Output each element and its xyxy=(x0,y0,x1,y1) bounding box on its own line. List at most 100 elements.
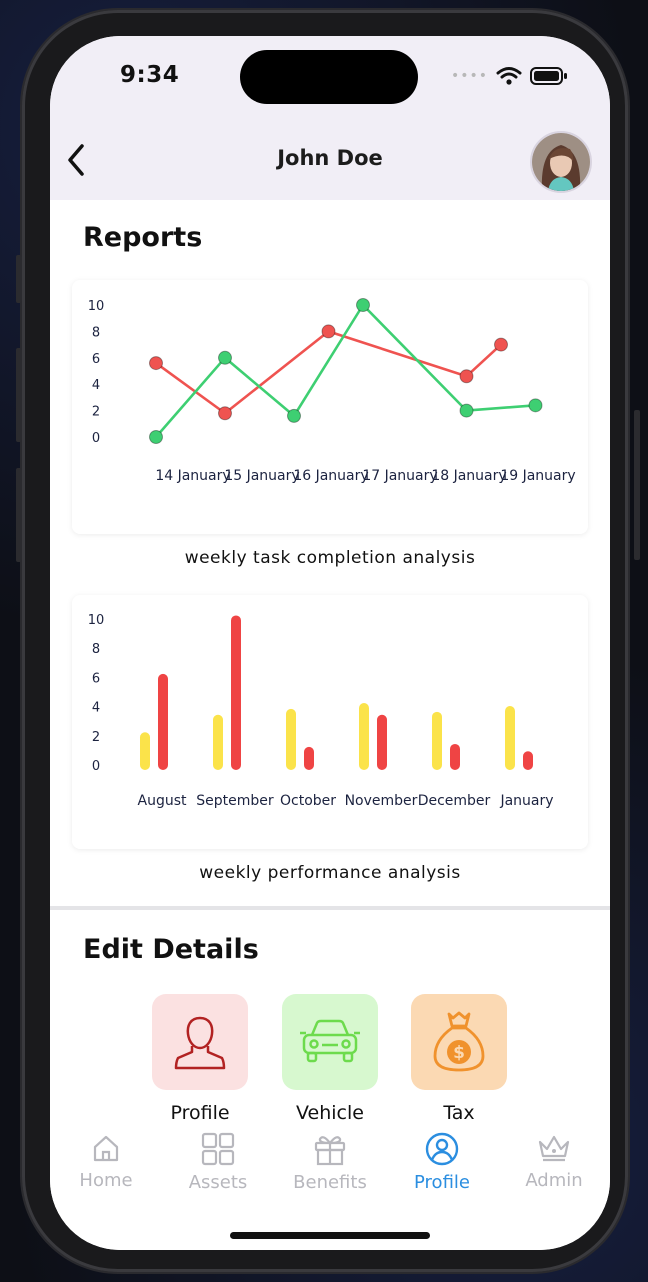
tile-tax-label: Tax xyxy=(443,1102,475,1124)
dynamic-island xyxy=(240,50,418,104)
data-point xyxy=(321,324,336,339)
data-point xyxy=(218,350,232,365)
side-button xyxy=(16,255,22,303)
car-icon xyxy=(300,1019,360,1063)
bar-chart: 0 2 4 6 8 10 August September October November Dec… xyxy=(88,613,554,809)
tile-vehicle-box[interactable] xyxy=(282,994,378,1090)
data-point xyxy=(149,356,163,371)
bar xyxy=(286,708,296,770)
data-point xyxy=(356,298,370,312)
status-time: 9:34 xyxy=(120,62,180,88)
bar xyxy=(359,703,369,770)
bar xyxy=(304,746,314,770)
y-tick-label: 0 xyxy=(92,759,100,774)
tab-profile[interactable]: Profile xyxy=(386,1132,498,1193)
x-tick-label: 14 January xyxy=(155,468,230,484)
tab-home[interactable]: Home xyxy=(50,1132,162,1191)
data-point xyxy=(287,408,301,423)
tile-profile-label: Profile xyxy=(170,1102,230,1124)
y-tick-label: 8 xyxy=(92,325,100,340)
tile-profile[interactable]: Profile xyxy=(152,994,248,1124)
bar xyxy=(140,732,150,770)
tile-tax[interactable]: $ Tax xyxy=(411,994,507,1124)
app-screen: 9:34 •••• John Doe xyxy=(50,36,610,1250)
tile-profile-box[interactable] xyxy=(152,994,248,1090)
page-title: John Doe xyxy=(277,146,383,170)
data-point xyxy=(149,430,163,444)
data-point xyxy=(494,337,508,352)
bar xyxy=(231,615,241,770)
bar xyxy=(158,673,168,770)
bar xyxy=(377,714,387,770)
bar-chart-caption: weekly performance analysis xyxy=(199,863,461,883)
bar xyxy=(213,714,223,770)
y-tick-label: 8 xyxy=(92,642,100,657)
tab-admin[interactable]: Admin xyxy=(498,1132,610,1191)
avatar[interactable] xyxy=(530,131,592,193)
bar xyxy=(523,751,533,770)
side-button xyxy=(16,348,22,442)
x-tick-label: August xyxy=(138,793,188,809)
data-point xyxy=(218,406,232,421)
x-tick-label: September xyxy=(196,793,274,809)
x-tick-label: January xyxy=(499,793,553,809)
y-tick-label: 0 xyxy=(92,431,100,446)
bar xyxy=(505,705,515,770)
home-icon xyxy=(93,1135,119,1162)
x-tick-label: November xyxy=(345,793,418,809)
tab-benefits[interactable]: Benefits xyxy=(274,1132,386,1193)
money-bag-icon: $ xyxy=(433,1011,485,1072)
wifi-icon xyxy=(496,67,522,85)
tab-home-label: Home xyxy=(79,1170,133,1191)
bottom-tab-bar: Home Assets Benefits xyxy=(50,1122,610,1250)
x-tick-label: 16 January xyxy=(293,468,368,484)
y-tick-label: 10 xyxy=(88,299,105,314)
edit-details-heading: Edit Details xyxy=(83,934,259,965)
crown-icon xyxy=(538,1135,570,1162)
tile-vehicle[interactable]: Vehicle xyxy=(282,994,378,1124)
line-chart-caption: weekly task completion analysis xyxy=(184,548,476,568)
tile-tax-box[interactable]: $ xyxy=(411,994,507,1090)
section-divider xyxy=(50,906,610,910)
y-tick-label: 10 xyxy=(88,613,105,628)
back-chevron-icon[interactable] xyxy=(60,140,88,180)
tab-admin-label: Admin xyxy=(525,1170,583,1191)
y-tick-label: 2 xyxy=(92,405,100,420)
x-tick-label: 15 January xyxy=(224,468,299,484)
avatar-portrait xyxy=(532,133,590,191)
tile-vehicle-label: Vehicle xyxy=(296,1102,364,1124)
battery-icon xyxy=(530,67,567,85)
bar-chart-card: 0 2 4 6 8 10 August September October November Dec… xyxy=(72,595,588,849)
y-tick-label: 4 xyxy=(92,701,100,716)
x-tick-label: 19 January xyxy=(500,468,575,484)
bar xyxy=(432,711,442,770)
app-header: 9:34 •••• John Doe xyxy=(50,36,610,200)
side-button xyxy=(634,410,640,560)
x-tick-label: 18 January xyxy=(431,468,506,484)
status-icons: •••• xyxy=(451,66,568,86)
tab-assets-label: Assets xyxy=(188,1172,248,1193)
reports-heading: Reports xyxy=(83,222,203,253)
series-line-1 xyxy=(155,303,536,438)
user-circle-icon xyxy=(425,1132,459,1166)
grid-icon xyxy=(201,1132,235,1166)
data-point xyxy=(528,398,543,413)
tab-profile-label: Profile xyxy=(414,1172,470,1193)
x-tick-label: December xyxy=(418,793,491,809)
y-tick-label: 4 xyxy=(92,378,100,393)
gift-icon xyxy=(314,1136,346,1166)
y-tick-label: 6 xyxy=(92,352,100,367)
data-point xyxy=(459,369,474,384)
y-tick-label: 2 xyxy=(92,730,100,745)
bar xyxy=(450,743,460,770)
line-chart-card: 0 2 4 6 8 10 14 January 15 January 16 January 17 … xyxy=(72,280,588,534)
person-icon xyxy=(174,1016,226,1070)
home-indicator xyxy=(230,1232,430,1239)
side-button xyxy=(16,468,22,562)
tab-assets[interactable]: Assets xyxy=(162,1132,274,1193)
tab-benefits-label: Benefits xyxy=(293,1172,367,1193)
data-point xyxy=(459,403,474,418)
x-tick-label: October xyxy=(280,793,336,809)
signal-icon: •••• xyxy=(450,68,488,84)
